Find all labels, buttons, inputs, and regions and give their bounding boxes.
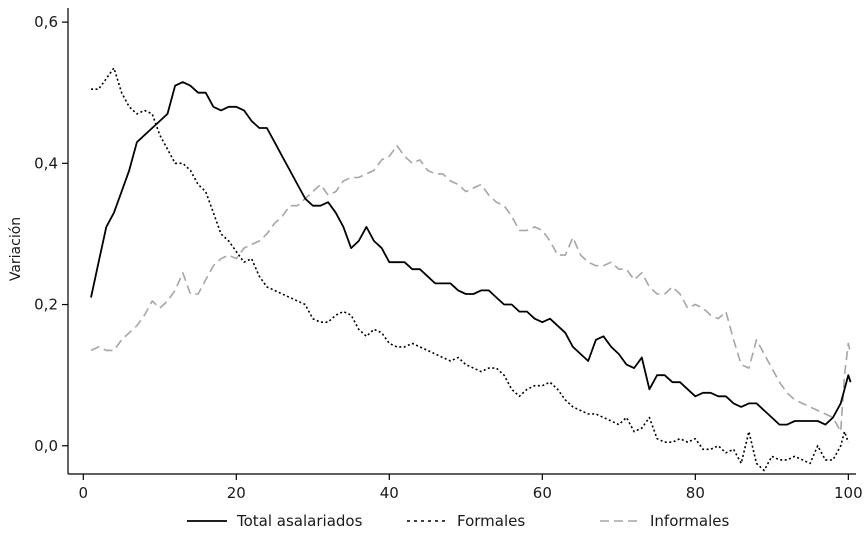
series-line-total-asalariados	[90, 81, 852, 426]
x-tick-label: 0	[79, 484, 89, 502]
x-tick-label: 20	[227, 484, 246, 502]
legend-label: Informales	[650, 512, 729, 530]
y-tick-label: 0,4	[34, 154, 58, 172]
legend: Total asalariados Formales Informales	[187, 512, 729, 530]
y-tick-label: 0,0	[34, 437, 58, 455]
legend-label: Total asalariados	[236, 512, 363, 530]
x-tick-label: 60	[533, 484, 552, 502]
plot-area	[90, 67, 852, 472]
x-axis-ticks: 0 20 40 60 80 100	[79, 474, 863, 502]
y-axis-ticks: 0,0 0,2 0,4 0,6	[34, 13, 68, 455]
y-axis-label: Variación	[8, 217, 24, 281]
y-tick-label: 0,2	[34, 296, 58, 314]
x-tick-label: 40	[380, 484, 399, 502]
legend-label: Formales	[457, 512, 525, 530]
series-line-informales	[90, 144, 852, 433]
x-tick-label: 100	[834, 484, 863, 502]
x-tick-label: 80	[686, 484, 705, 502]
y-tick-label: 0,6	[34, 13, 58, 31]
series-line-formales	[91, 67, 850, 472]
axes: 0,0 0,2 0,4 0,6 0 20 40 60 80 100	[34, 8, 863, 502]
